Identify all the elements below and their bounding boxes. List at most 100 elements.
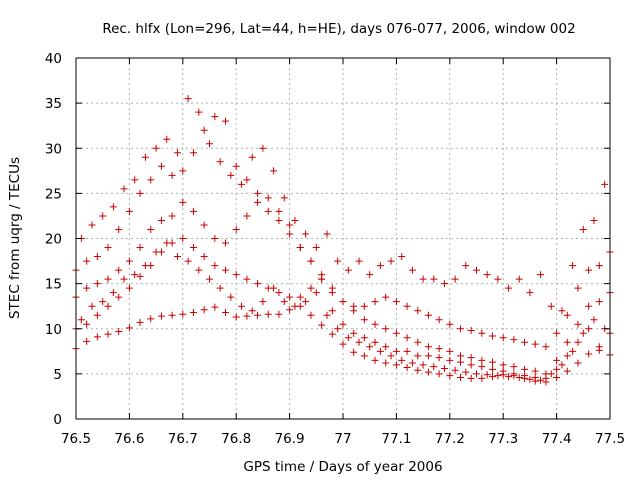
data-point (408, 359, 416, 367)
data-point (104, 244, 112, 252)
data-point (392, 298, 400, 306)
data-point (489, 373, 497, 381)
data-point (136, 189, 144, 197)
data-point (339, 298, 347, 306)
data-point (232, 271, 240, 279)
data-point (254, 189, 262, 197)
data-point (286, 293, 294, 301)
data-point (563, 311, 571, 319)
data-point (435, 354, 443, 362)
x-tick-label: 76.9 (275, 431, 305, 447)
data-point (537, 271, 545, 279)
data-point (366, 343, 374, 351)
data-point (163, 239, 171, 247)
data-point (510, 370, 518, 378)
data-point (435, 370, 443, 378)
data-point (131, 176, 139, 184)
data-point (569, 347, 577, 355)
data-point (424, 311, 432, 319)
data-point (99, 298, 107, 306)
data-point (115, 225, 123, 233)
data-point (307, 284, 315, 292)
x-tick-label: 77.2 (435, 431, 465, 447)
data-point (291, 302, 299, 310)
data-point (435, 345, 443, 353)
data-point (200, 126, 208, 134)
data-point (371, 320, 379, 328)
y-tick-label: 20 (45, 232, 62, 248)
data-point (189, 309, 197, 317)
data-point (382, 359, 390, 367)
data-point (259, 144, 267, 152)
data-point (350, 329, 358, 337)
data-point (93, 311, 101, 319)
data-point (216, 284, 224, 292)
data-point (403, 347, 411, 355)
data-point (184, 257, 192, 265)
data-point (510, 363, 518, 371)
data-point (173, 253, 181, 261)
data-point (222, 266, 230, 274)
data-point (136, 272, 144, 280)
data-point (280, 298, 288, 306)
data-point (83, 257, 91, 265)
data-point (254, 311, 262, 319)
y-axis-label: STEC from uqrg / TECUs (7, 157, 23, 319)
data-point (109, 203, 117, 211)
data-point (157, 162, 165, 170)
data-point (296, 293, 304, 301)
data-point (398, 253, 406, 261)
data-point (264, 207, 272, 215)
data-point (424, 368, 432, 376)
data-point (227, 171, 235, 179)
y-tick-label: 0 (53, 412, 62, 428)
data-point (350, 348, 358, 356)
data-point (366, 271, 374, 279)
data-point (115, 293, 123, 301)
data-point (195, 108, 203, 116)
data-point (173, 149, 181, 157)
data-point (547, 370, 555, 378)
data-point (360, 334, 368, 342)
data-point (478, 329, 486, 337)
y-tick-label: 10 (45, 322, 62, 338)
data-point (195, 266, 203, 274)
data-point (104, 302, 112, 310)
data-point (371, 356, 379, 364)
axis-ticks: 76.5 76.6 76.7 76.8 76.9 77 77.1 77.2 77.3 77.4 77… (45, 51, 625, 447)
data-point (189, 207, 197, 215)
data-point (601, 180, 609, 188)
data-point (537, 376, 545, 384)
data-point (147, 225, 155, 233)
data-point (467, 361, 475, 369)
x-tick-label: 76.8 (221, 431, 251, 447)
data-point (147, 176, 155, 184)
data-point (446, 320, 454, 328)
data-point (99, 212, 107, 220)
data-point (189, 149, 197, 157)
x-tick-label: 77.5 (595, 431, 625, 447)
data-point (467, 327, 475, 335)
data-point (350, 302, 358, 310)
data-point (414, 352, 422, 360)
data-point (446, 347, 454, 355)
data-point (141, 262, 149, 270)
data-point (595, 298, 603, 306)
data-point (307, 257, 315, 265)
data-point (168, 212, 176, 220)
data-point (136, 244, 144, 252)
data-point (563, 367, 571, 375)
data-point (152, 248, 160, 256)
data-point (590, 216, 598, 224)
data-point (483, 371, 491, 379)
data-point (360, 352, 368, 360)
data-point (109, 289, 117, 297)
data-point (553, 329, 561, 337)
data-point (478, 374, 486, 382)
data-point (595, 262, 603, 270)
data-point (270, 167, 278, 175)
data-point (216, 158, 224, 166)
data-point (553, 365, 561, 373)
data-point (478, 356, 486, 364)
